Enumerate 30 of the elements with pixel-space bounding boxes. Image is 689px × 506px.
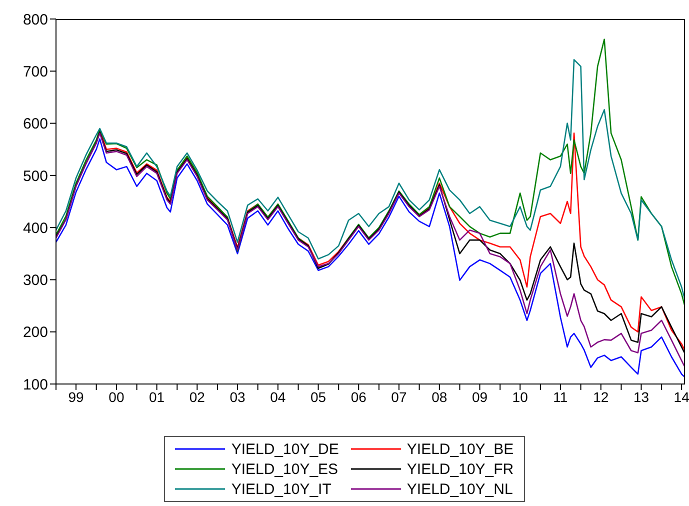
legend-label: YIELD_10Y_FR <box>406 460 514 478</box>
x-tick-label: 12 <box>593 388 609 405</box>
y-tick-label: 600 <box>22 116 48 133</box>
x-tick-label: 02 <box>189 388 206 405</box>
legend-label: YIELD_10Y_ES <box>231 460 338 478</box>
x-tick-label: 00 <box>108 388 124 405</box>
x-tick-label: 04 <box>270 388 286 405</box>
y-tick-label: 800 <box>22 11 48 28</box>
legend-label: YIELD_10Y_BE <box>406 440 514 458</box>
x-tick-label: 14 <box>674 388 689 405</box>
x-tick-label: 09 <box>472 388 488 405</box>
x-tick-label: 10 <box>512 388 528 405</box>
legend-label: YIELD_10Y_IT <box>231 480 332 498</box>
x-tick-label: 05 <box>310 388 326 405</box>
legend-label: YIELD_10Y_DE <box>231 440 339 458</box>
x-tick-label: 99 <box>68 388 84 405</box>
x-tick-label: 07 <box>391 388 407 405</box>
x-tick-label: 08 <box>432 388 448 405</box>
y-tick-label: 700 <box>22 63 48 80</box>
x-tick-label: 06 <box>350 388 367 405</box>
y-tick-label: 100 <box>22 376 48 394</box>
x-tick-label: 03 <box>230 388 246 405</box>
x-tick-label: 13 <box>633 388 650 405</box>
y-tick-label: 300 <box>22 272 48 290</box>
y-tick-label: 400 <box>22 220 48 237</box>
legend-label: YIELD_10Y_NL <box>406 480 513 498</box>
y-tick-label: 500 <box>22 168 48 185</box>
x-tick-label: 11 <box>553 388 568 405</box>
y-tick-label: 200 <box>22 324 48 342</box>
x-tick-label: 01 <box>149 388 165 405</box>
